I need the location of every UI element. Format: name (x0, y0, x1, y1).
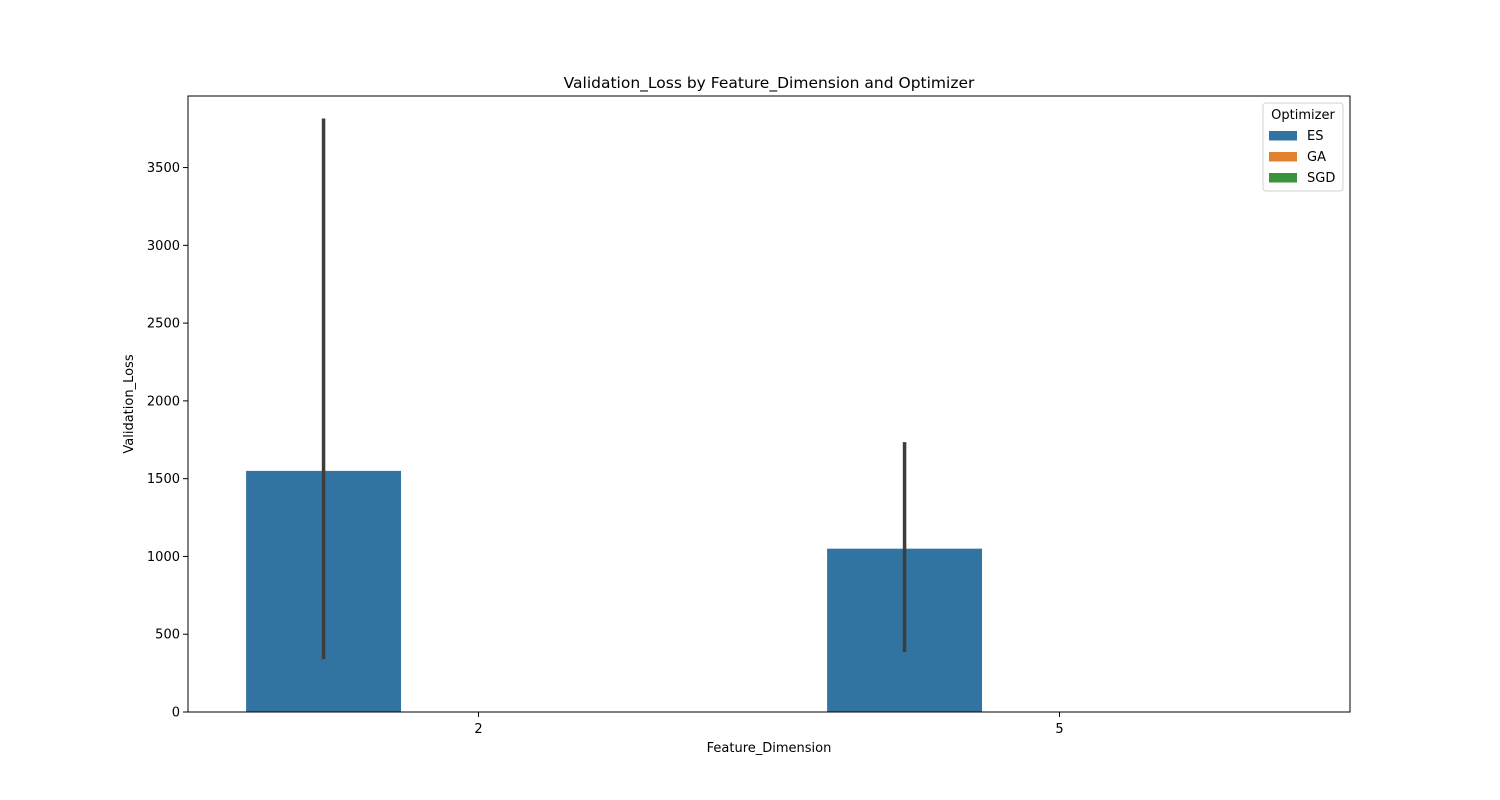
y-tick-label: 2000 (147, 394, 180, 409)
legend-label-ga: GA (1307, 150, 1326, 165)
chart-title: Validation_Loss by Feature_Dimension and… (564, 74, 975, 93)
legend: Optimizer ES GA SGD (1262, 102, 1344, 192)
legend-swatch-sgd (1269, 173, 1297, 183)
legend-box (1262, 102, 1344, 192)
y-tick-label: 3000 (147, 239, 180, 254)
legend-label-es: ES (1307, 129, 1323, 144)
y-tick-label: 3500 (147, 161, 180, 176)
y-tick-label: 1000 (147, 550, 180, 565)
y-axis-label: Validation_Loss (122, 354, 137, 453)
y-tick-label: 500 (155, 628, 180, 643)
y-tick-label: 1500 (147, 472, 180, 487)
plot-area: 0 500 1000 1500 2000 2500 3000 3500 2 5 (147, 95, 1351, 737)
x-tick-label: 5 (1055, 722, 1063, 737)
x-tick-label: 2 (474, 722, 482, 737)
axes-frame (187, 95, 1351, 713)
legend-title: Optimizer (1271, 108, 1335, 123)
y-tick-label: 2500 (147, 317, 180, 332)
x-axis-label: Feature_Dimension (707, 741, 832, 756)
legend-swatch-es (1269, 131, 1297, 141)
y-tick-label: 0 (172, 706, 180, 721)
legend-label-sgd: SGD (1307, 171, 1335, 186)
legend-swatch-ga (1269, 152, 1297, 162)
